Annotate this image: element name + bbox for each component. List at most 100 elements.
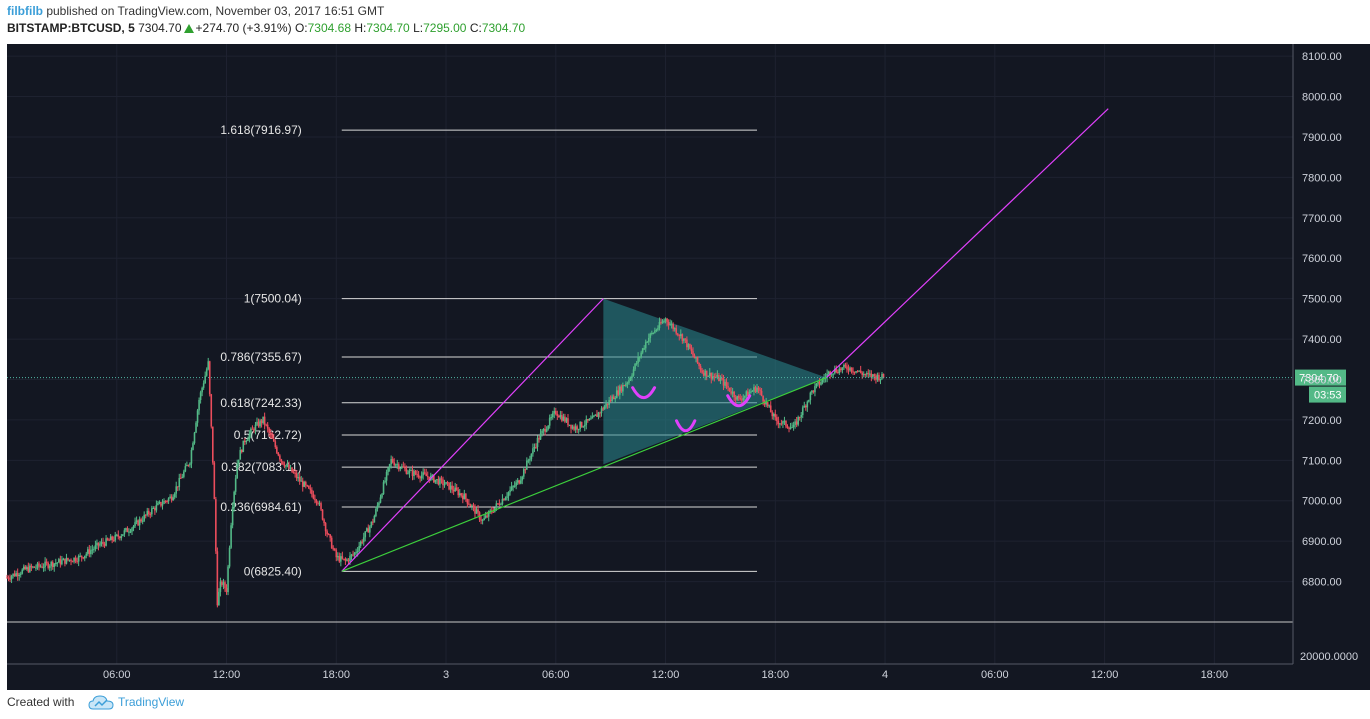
- candle-body: [134, 522, 136, 527]
- candle-body: [818, 381, 821, 385]
- candle-body: [814, 386, 816, 393]
- candle-body: [468, 503, 470, 505]
- ohlc-line: BITSTAMP:BTCUSD, 5 7304.70 +274.70 (+3.91…: [7, 21, 525, 35]
- candle-body: [12, 573, 14, 577]
- candle-body: [779, 423, 781, 425]
- candle-body: [727, 385, 729, 388]
- candle-body: [798, 416, 801, 418]
- price-change: +274.70 (+3.91%): [195, 21, 292, 35]
- candle-body: [71, 561, 74, 563]
- candle-body: [283, 464, 286, 467]
- candle-body: [74, 557, 77, 562]
- candle-body: [609, 400, 612, 402]
- high-label: H:: [354, 21, 367, 35]
- candle-body: [21, 569, 24, 574]
- candle-body: [605, 403, 607, 407]
- time-tick-label: 18:00: [323, 669, 351, 681]
- candle-body: [809, 392, 812, 401]
- price-axis[interactable]: [1293, 44, 1370, 690]
- time-tick-label: 12:00: [1091, 669, 1119, 681]
- candle-body: [594, 414, 597, 416]
- candle-body: [58, 559, 60, 563]
- candle-body: [369, 526, 371, 533]
- candle-body: [559, 415, 562, 418]
- candle-body: [250, 428, 252, 434]
- candle-body: [138, 519, 141, 526]
- candle-body: [585, 419, 588, 425]
- candle-body: [26, 567, 28, 570]
- fib-level-label: 0.618(7242.33): [220, 396, 301, 410]
- price-tick-label: 7100.00: [1302, 455, 1342, 467]
- candle-body: [620, 386, 623, 392]
- candle-body: [574, 426, 577, 430]
- candle-body: [782, 421, 784, 424]
- candle-body: [344, 558, 347, 561]
- projection-trend-line: [826, 108, 1109, 379]
- candle-body: [651, 332, 653, 334]
- candle-body: [833, 368, 836, 374]
- candle-body: [548, 417, 551, 426]
- candle-body: [329, 534, 331, 538]
- triangle-pattern-shape: [603, 298, 827, 465]
- candle-body: [341, 556, 344, 559]
- candle-body: [24, 566, 27, 570]
- fib-level-label: 1(7500.04): [244, 292, 302, 306]
- candle-body: [692, 351, 694, 356]
- candle-body: [350, 554, 353, 556]
- candle-body: [684, 338, 687, 340]
- candle-body: [744, 395, 746, 398]
- candle-body: [503, 498, 505, 501]
- candle-body: [708, 372, 711, 376]
- candle-body: [846, 366, 848, 370]
- candle-body: [635, 363, 638, 365]
- price-tick-label: 7000.00: [1302, 496, 1342, 508]
- tradingview-cloud-icon[interactable]: [88, 694, 114, 712]
- candle-body: [629, 378, 632, 381]
- candle-body: [687, 344, 690, 348]
- candle-body: [141, 520, 144, 522]
- candle-body: [861, 372, 863, 375]
- candle-body: [419, 477, 421, 479]
- candle-body: [437, 479, 440, 485]
- candle-body: [596, 414, 598, 417]
- candle-body: [152, 508, 155, 510]
- candle-body: [652, 332, 655, 334]
- candle-body: [96, 542, 98, 546]
- candle-body: [817, 381, 819, 384]
- candle-body: [279, 455, 281, 460]
- candle-body: [588, 418, 591, 421]
- candle-body: [728, 387, 731, 392]
- candle-body: [33, 566, 36, 568]
- candle-body: [678, 334, 681, 336]
- candle-body: [803, 405, 806, 408]
- candle-body: [477, 509, 479, 513]
- fib-level-label: 0(6825.40): [244, 564, 302, 578]
- candle-body: [681, 334, 684, 341]
- candle-body: [623, 385, 626, 387]
- candle-body: [196, 410, 199, 423]
- candle-body: [186, 465, 188, 467]
- author-link[interactable]: filbfilb: [7, 4, 43, 18]
- candle-body: [547, 425, 549, 430]
- candle-body: [474, 506, 476, 514]
- candle-body: [788, 427, 790, 430]
- candle-body: [93, 548, 95, 550]
- candle-body: [157, 503, 159, 505]
- candle-body: [420, 475, 423, 479]
- candle-body: [713, 376, 716, 378]
- candle-body: [91, 549, 94, 551]
- candle-body: [83, 555, 86, 559]
- candle-body: [64, 558, 66, 564]
- candle-body: [213, 462, 216, 500]
- tradingview-link[interactable]: TradingView: [118, 695, 185, 709]
- candle-body: [129, 531, 132, 533]
- time-tick-label: 06:00: [542, 669, 570, 681]
- candle-body: [536, 437, 539, 448]
- candle-body: [551, 413, 554, 418]
- candle-body: [669, 324, 671, 326]
- candle-body: [611, 396, 613, 401]
- candle-body: [602, 408, 604, 410]
- candle-body: [632, 369, 635, 376]
- candle-body: [696, 357, 699, 364]
- price-chart[interactable]: 1.618(7916.97) 1(7500.04) 0.786(7355.67) 0.…: [0, 44, 1370, 690]
